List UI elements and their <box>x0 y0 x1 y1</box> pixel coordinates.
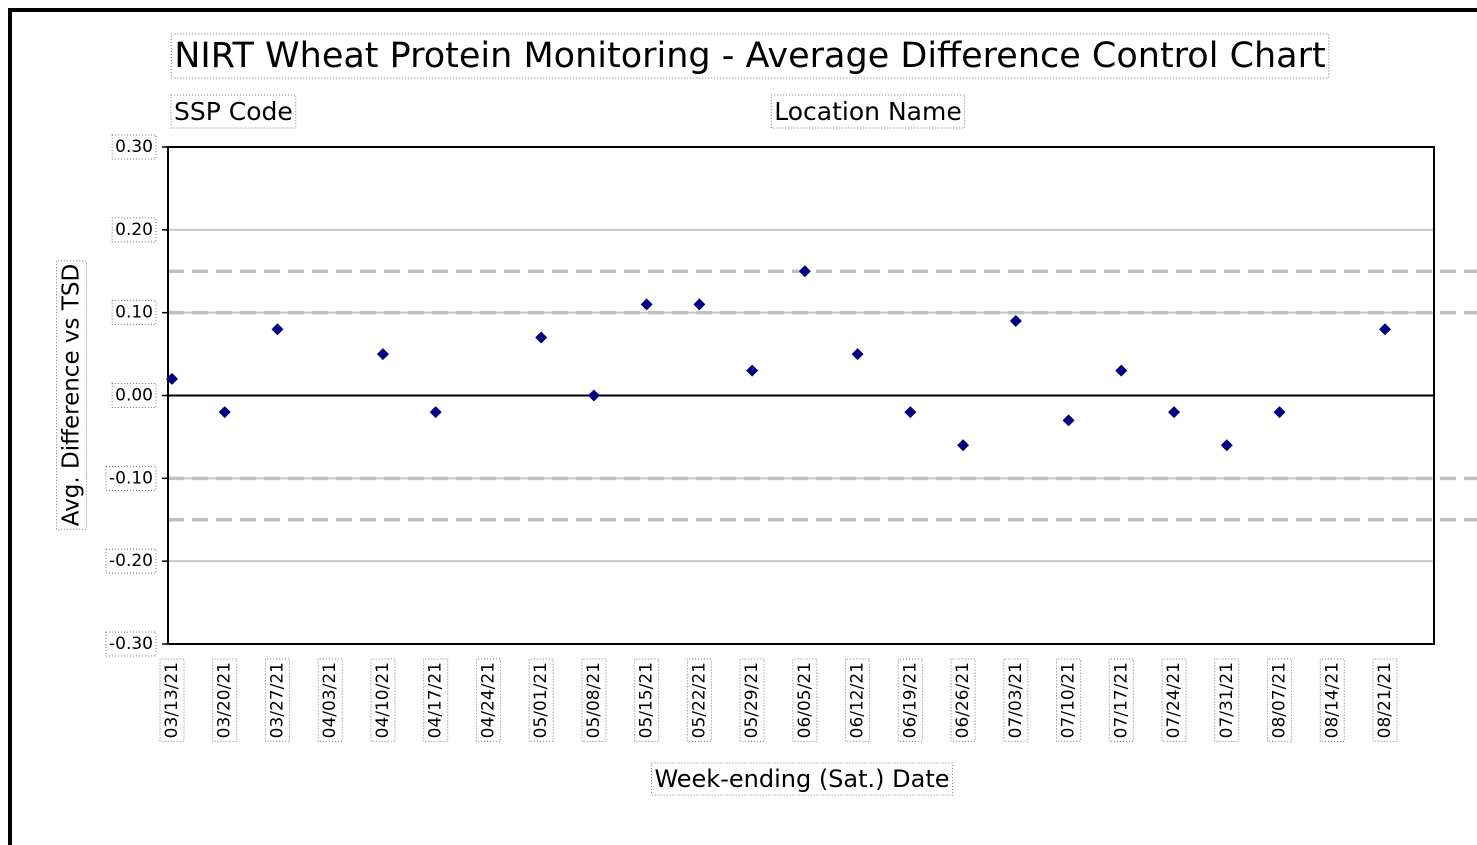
subtitle-left: SSP Code <box>174 97 293 126</box>
label-box <box>56 260 87 530</box>
label-box <box>105 631 157 657</box>
x-tick-label: 05/15/21 <box>637 662 657 738</box>
x-tick-label: 05/08/21 <box>584 662 604 738</box>
point <box>166 372 178 385</box>
label-box <box>650 762 954 796</box>
label-box <box>845 658 871 742</box>
point <box>957 439 970 452</box>
label-box <box>1108 658 1134 742</box>
label-box <box>770 94 966 129</box>
point <box>376 348 389 361</box>
point <box>1062 414 1075 427</box>
y-tick-label: -0.20 <box>109 551 153 571</box>
label-box <box>475 658 501 742</box>
point <box>1168 406 1181 419</box>
label-box <box>170 94 297 129</box>
x-tick-label: 08/07/21 <box>1270 662 1290 738</box>
x-tick-label: 04/24/21 <box>478 662 498 738</box>
label-box <box>1372 658 1398 742</box>
point <box>218 406 231 419</box>
label-box <box>111 217 157 243</box>
point <box>1379 323 1391 336</box>
x-tick-label: 08/21/21 <box>1375 662 1395 738</box>
label-box <box>686 658 712 742</box>
label-box <box>528 658 554 742</box>
point <box>746 364 759 377</box>
label-box <box>264 658 290 742</box>
y-tick-label: 0.20 <box>115 220 153 240</box>
label-box <box>170 33 1330 79</box>
y-axis-label: Avg. Difference vs TSD <box>59 264 85 526</box>
x-tick-label: 07/10/21 <box>1059 662 1079 738</box>
label-box <box>105 548 157 574</box>
point <box>429 406 442 419</box>
x-tick-label: 04/17/21 <box>426 662 446 738</box>
x-tick-label: 05/01/21 <box>531 662 551 738</box>
label-box <box>317 658 343 742</box>
x-tick-label: 06/12/21 <box>848 662 868 738</box>
x-tick-label: 06/05/21 <box>795 662 815 738</box>
point <box>1220 439 1233 452</box>
x-tick-label: 08/14/21 <box>1322 662 1342 738</box>
label-box <box>950 658 976 742</box>
point <box>535 331 548 344</box>
y-tick-label: -0.30 <box>109 634 153 654</box>
x-tick-label: 03/13/21 <box>162 662 182 738</box>
label-box <box>739 658 765 742</box>
label-box <box>1267 658 1293 742</box>
label-box <box>159 658 185 742</box>
y-tick-label: 0.10 <box>115 303 153 323</box>
x-tick-label: 05/22/21 <box>689 662 709 738</box>
point <box>271 323 284 336</box>
subtitle-right: Location Name <box>774 97 961 126</box>
x-tick-label: 07/03/21 <box>1006 662 1026 738</box>
x-tick-label: 03/20/21 <box>215 662 235 738</box>
y-tick-label: -0.10 <box>109 468 153 488</box>
x-tick-label: 05/29/21 <box>742 662 762 738</box>
label-box <box>1161 658 1187 742</box>
label-box <box>792 658 818 742</box>
x-tick-label: 07/17/21 <box>1111 662 1131 738</box>
label-box <box>1003 658 1029 742</box>
label-box <box>423 658 449 742</box>
label-box <box>212 658 238 742</box>
x-tick-label: 06/19/21 <box>900 662 920 738</box>
point <box>693 298 706 311</box>
chart-title: NIRT Wheat Protein Monitoring - Average … <box>174 36 1326 76</box>
point <box>1009 314 1022 327</box>
plot-frame <box>167 146 1435 645</box>
x-tick-label: 07/31/21 <box>1217 662 1237 738</box>
label-box <box>897 658 923 742</box>
x-tick-label: 03/27/21 <box>267 662 287 738</box>
x-tick-label: 07/24/21 <box>1164 662 1184 738</box>
point <box>798 265 811 278</box>
label-box <box>634 658 660 742</box>
x-tick-label: 04/03/21 <box>320 662 340 738</box>
point <box>851 348 864 361</box>
label-box <box>1319 658 1345 742</box>
label-box <box>1056 658 1082 742</box>
point <box>1115 364 1128 377</box>
label-box <box>581 658 607 742</box>
page-frame <box>8 8 1477 845</box>
point <box>904 406 917 419</box>
label-box <box>111 300 157 326</box>
label-box <box>111 383 157 408</box>
label-box <box>1214 658 1240 742</box>
point <box>640 298 653 311</box>
label-box <box>105 465 157 491</box>
x-tick-label: 04/10/21 <box>373 662 393 738</box>
x-axis-label: Week-ending (Sat.) Date <box>654 765 949 793</box>
label-box <box>111 134 157 160</box>
y-tick-label: 0.30 <box>115 137 153 157</box>
point <box>1273 406 1286 419</box>
label-box <box>370 658 396 742</box>
point <box>587 389 600 402</box>
x-tick-label: 06/26/21 <box>953 662 973 738</box>
y-tick-label: 0.00 <box>115 386 153 406</box>
